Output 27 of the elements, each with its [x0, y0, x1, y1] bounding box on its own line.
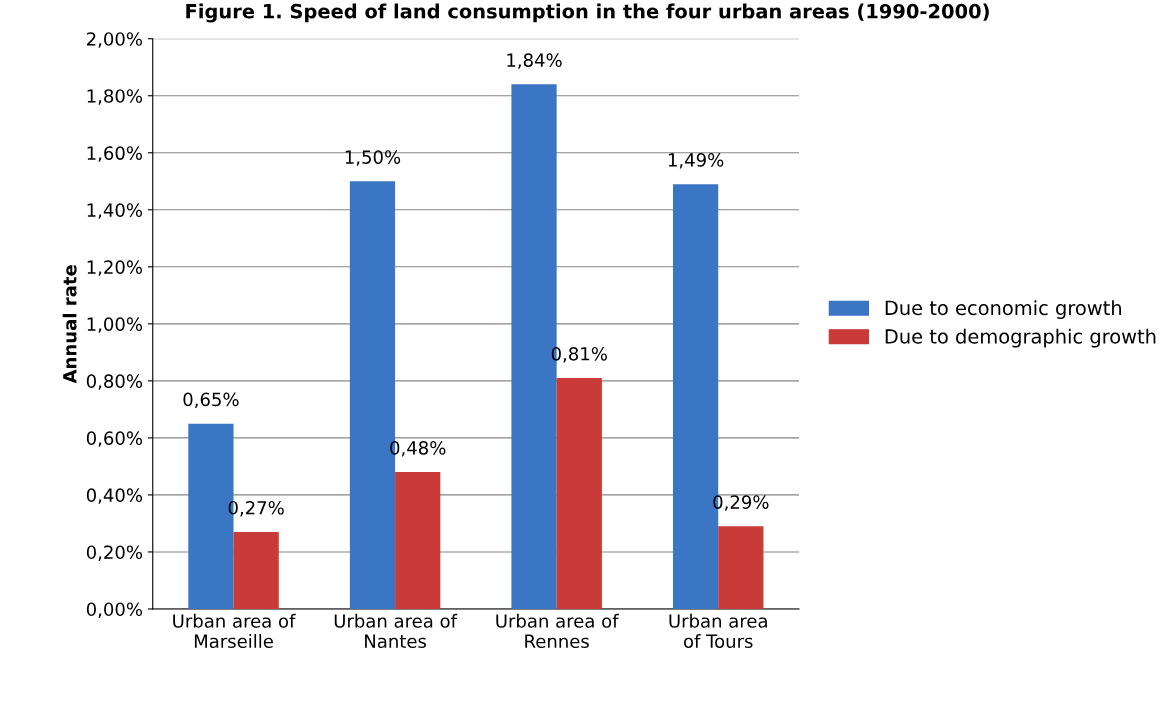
bar: [395, 472, 441, 609]
y-tick-label: 1,80%: [87, 89, 143, 105]
y-tick-label: 0,20%: [86, 545, 143, 561]
x-tick-label: Urban area of Marseille: [173, 613, 296, 649]
y-tick-label: 0,00%: [86, 602, 143, 618]
bar: [233, 531, 279, 609]
legend-label: Due to demographic growth: [885, 328, 1156, 348]
y-tick-label: 1,60%: [87, 146, 143, 162]
y-tick-label: 2,00%: [86, 32, 143, 48]
chart-title: Figure 1. Speed of land consumption in the four urban areas (1990-2000): [186, 3, 989, 23]
x-tick-label: Urban area of Rennes: [496, 613, 619, 649]
y-tick-label: 0,80%: [86, 374, 143, 390]
y-axis-title: Annual rate: [62, 265, 77, 384]
y-tick-label: 0,60%: [86, 431, 143, 447]
y-tick-label: 1,00%: [87, 317, 143, 333]
y-tick-label: 0,40%: [86, 488, 143, 504]
data-label: 1,49%: [668, 153, 724, 169]
y-tick-label: 1,20%: [87, 260, 143, 276]
data-label: 1,84%: [507, 53, 562, 69]
data-label: 0,65%: [183, 392, 239, 409]
legend-label: Due to economic growth: [885, 300, 1121, 319]
x-tick-label: Urban area of Nantes: [334, 613, 458, 649]
data-label: 1,50%: [345, 150, 401, 166]
bar: [718, 526, 764, 609]
y-tick-label: 1,40%: [87, 203, 143, 219]
x-tick-label: Urban area of Tours: [669, 613, 767, 649]
bar: [556, 378, 602, 609]
